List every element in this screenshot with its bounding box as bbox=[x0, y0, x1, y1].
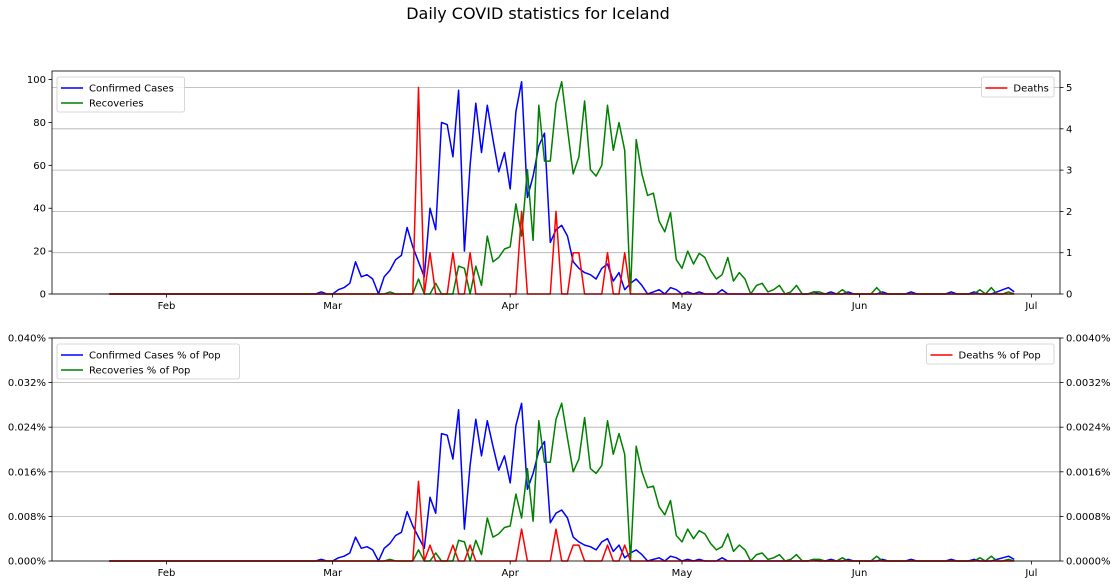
right-y-tick-label: 0.0016% bbox=[1066, 467, 1111, 478]
left-y-tick-label: 0.016% bbox=[8, 467, 46, 478]
legend-box bbox=[981, 76, 1055, 98]
left-y-tick-label: 0.032% bbox=[8, 378, 46, 389]
right-y-tick-label: 0 bbox=[1066, 290, 1072, 301]
x-tick-label: Apr bbox=[502, 568, 520, 579]
right-y-tick-label: 0.0000% bbox=[1066, 557, 1111, 568]
left-y-tick-label: 0.008% bbox=[8, 512, 46, 523]
legend-label-deaths-pct-of-pop: Deaths % of Pop bbox=[959, 351, 1041, 362]
right-y-tick-label: 3 bbox=[1066, 166, 1072, 177]
right-y-tick-label: 0.0008% bbox=[1066, 512, 1111, 523]
legend-left: Confirmed Cases Recoveries bbox=[56, 76, 185, 113]
legend-box bbox=[56, 76, 185, 113]
series-line-confirmed-cases bbox=[109, 80, 1015, 295]
series-line-deaths-pct-of-pop bbox=[109, 480, 1015, 562]
right-y-tick-label: 0.0040% bbox=[1066, 334, 1111, 345]
x-tick-label: Feb bbox=[158, 568, 176, 579]
left-y-tick-label: 0 bbox=[40, 290, 46, 301]
x-tick-label: Apr bbox=[502, 301, 520, 312]
left-y-tick-label: 60 bbox=[33, 161, 46, 172]
legend-box bbox=[926, 343, 1055, 365]
left-y-tick-label: 20 bbox=[33, 247, 46, 258]
x-tick-label: May bbox=[672, 568, 693, 579]
left-y-tick-label: 80 bbox=[33, 118, 46, 129]
right-y-tick-label: 2 bbox=[1066, 207, 1072, 218]
series-line-deaths bbox=[109, 86, 1015, 295]
x-tick-label: Jun bbox=[851, 568, 868, 579]
legend-label-confirmed-cases-pct-of-pop: Confirmed Cases % of Pop bbox=[89, 351, 221, 362]
left-y-tick-label: 0.000% bbox=[8, 557, 46, 568]
x-tick-label: May bbox=[672, 301, 693, 312]
x-tick-label: Feb bbox=[158, 301, 176, 312]
x-tick-label: Mar bbox=[323, 301, 343, 312]
plot-frame bbox=[51, 337, 1061, 562]
right-y-tick-label: 1 bbox=[1066, 248, 1072, 259]
legend-label-deaths: Deaths bbox=[1013, 84, 1048, 95]
legend-left: Confirmed Cases % of Pop Recoveries % of … bbox=[56, 343, 240, 380]
x-tick-label: Jul bbox=[1024, 568, 1037, 579]
left-y-tick-label: 40 bbox=[33, 204, 46, 215]
panel-bottom: Feb Mar Apr May Jun Jul 0.000% 0.008% 0.016% 0.02… bbox=[8, 334, 1111, 580]
legend-box bbox=[56, 343, 240, 380]
left-y-tick-label: 100 bbox=[27, 75, 46, 86]
x-tick-label: Jul bbox=[1024, 301, 1037, 312]
plot-frame bbox=[51, 70, 1061, 295]
legend-right: Deaths % of Pop bbox=[926, 343, 1055, 365]
left-y-tick-label: 0.024% bbox=[8, 423, 46, 434]
legend-label-recoveries: Recoveries bbox=[89, 99, 144, 110]
right-y-tick-label: 0.0024% bbox=[1066, 423, 1111, 434]
legend-label-confirmed-cases: Confirmed Cases bbox=[89, 84, 174, 95]
x-tick-label: Jun bbox=[851, 301, 868, 312]
panel-top: Feb Mar Apr May Jun Jul 0 20 40 60 80 100 0 1 2 3 4 5 Conf… bbox=[27, 70, 1072, 312]
chart-title: Daily COVID statistics for Iceland bbox=[406, 4, 670, 23]
legend-right: Deaths bbox=[981, 76, 1055, 98]
right-y-tick-label: 4 bbox=[1066, 124, 1072, 135]
right-y-tick-label: 5 bbox=[1066, 83, 1072, 94]
series-line-recoveries bbox=[109, 80, 1015, 295]
left-y-tick-label: 0.040% bbox=[8, 334, 46, 345]
right-y-tick-label: 0.0032% bbox=[1066, 378, 1111, 389]
legend-label-recoveries-pct-of-pop: Recoveries % of Pop bbox=[89, 366, 190, 377]
x-tick-label: Mar bbox=[323, 568, 343, 579]
